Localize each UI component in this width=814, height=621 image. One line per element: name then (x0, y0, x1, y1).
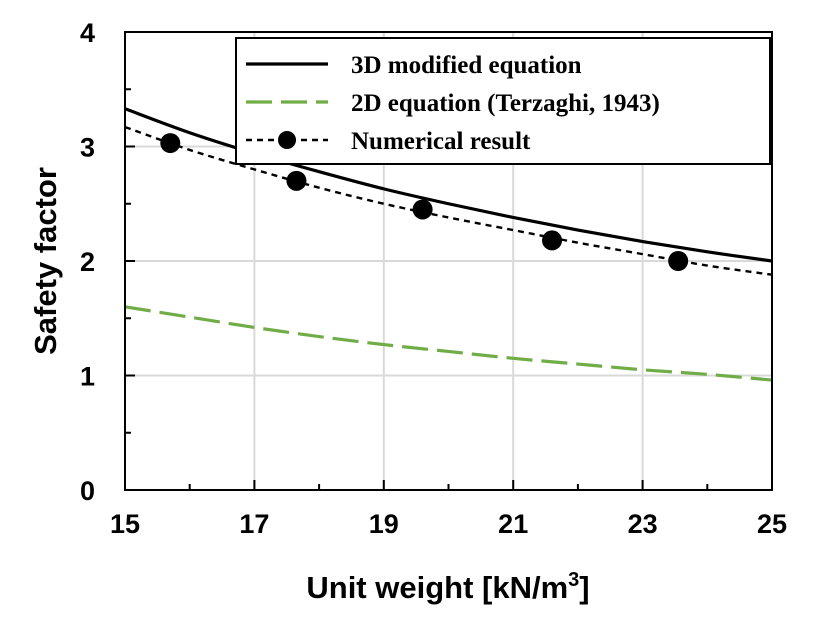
x-axis-title-end: ] (579, 570, 589, 605)
x-tick-label: 15 (110, 509, 140, 539)
series-line-1 (125, 305, 772, 382)
axes (124, 31, 773, 491)
y-tick-label: 3 (80, 133, 95, 163)
x-axis-title-sup: 3 (568, 569, 579, 591)
data-point (160, 133, 181, 154)
y-axis-title: Safety factor (28, 167, 63, 355)
legend-marker-numerical (278, 131, 296, 149)
legend-label-3d: 3D modified equation (351, 52, 582, 79)
y-tick-label: 1 (80, 362, 95, 392)
x-axis-title-main: Unit weight [kN/m (306, 570, 568, 605)
data-point (542, 230, 563, 251)
x-tick-label: 23 (628, 509, 658, 539)
x-tick-label: 25 (757, 509, 787, 539)
x-tick-label: 19 (369, 509, 399, 539)
y-tick-label: 2 (80, 247, 95, 277)
legend: 3D modified equation 2D equation (Terzag… (235, 37, 771, 165)
data-point (412, 199, 433, 220)
series-line-2 (125, 125, 772, 276)
legend-label-numerical: Numerical result (351, 128, 531, 155)
y-tick-label: 4 (80, 18, 95, 48)
x-tick-label: 21 (498, 509, 528, 539)
legend-label-2d: 2D equation (Terzaghi, 1943) (351, 90, 660, 117)
y-tick-label: 0 (80, 476, 95, 506)
x-tick-label: 17 (239, 509, 269, 539)
x-axis-title: Unit weight [kN/m3] (306, 569, 589, 605)
data-point (668, 251, 689, 271)
data-point (286, 170, 307, 191)
